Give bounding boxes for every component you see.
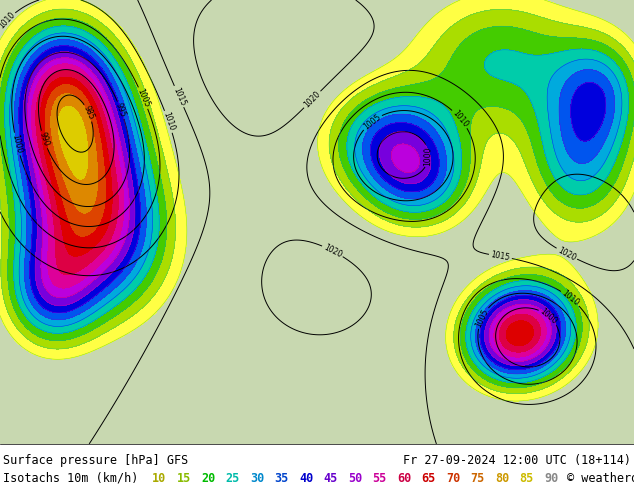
Text: 1015: 1015 — [490, 250, 510, 263]
Text: 35: 35 — [275, 472, 288, 485]
Text: 1000: 1000 — [10, 134, 23, 154]
Text: 985: 985 — [82, 104, 96, 122]
Text: 60: 60 — [397, 472, 411, 485]
Text: 65: 65 — [422, 472, 436, 485]
Text: © weatheronline.co.uk: © weatheronline.co.uk — [567, 472, 634, 485]
Text: 1010: 1010 — [0, 11, 16, 31]
Text: 995: 995 — [114, 102, 127, 119]
Text: 45: 45 — [323, 472, 338, 485]
Text: Surface pressure [hPa] GFS: Surface pressure [hPa] GFS — [3, 454, 188, 467]
Text: 80: 80 — [495, 472, 509, 485]
Text: 25: 25 — [226, 472, 240, 485]
Text: 90: 90 — [544, 472, 559, 485]
Text: 40: 40 — [299, 472, 313, 485]
Text: 1020: 1020 — [556, 245, 578, 262]
Text: 1005: 1005 — [135, 87, 152, 109]
Text: 1000: 1000 — [538, 307, 559, 326]
Text: 1005: 1005 — [474, 307, 490, 328]
Text: 20: 20 — [201, 472, 216, 485]
Text: 1015: 1015 — [171, 86, 187, 107]
Text: 1010: 1010 — [560, 289, 581, 308]
Text: 55: 55 — [373, 472, 387, 485]
Text: 50: 50 — [348, 472, 362, 485]
Text: 70: 70 — [446, 472, 460, 485]
Text: Isotachs 10m (km/h): Isotachs 10m (km/h) — [3, 472, 138, 485]
Text: 85: 85 — [519, 472, 534, 485]
Text: 1020: 1020 — [322, 243, 343, 259]
Text: 990: 990 — [37, 131, 51, 148]
Text: 75: 75 — [470, 472, 485, 485]
Text: 10: 10 — [152, 472, 166, 485]
Text: 15: 15 — [176, 472, 191, 485]
Text: 1010: 1010 — [451, 108, 470, 129]
Text: 1010: 1010 — [161, 111, 176, 132]
Text: 30: 30 — [250, 472, 264, 485]
Text: Fr 27-09-2024 12:00 UTC (18+114): Fr 27-09-2024 12:00 UTC (18+114) — [403, 454, 631, 467]
Text: 1020: 1020 — [302, 90, 322, 109]
Text: 1000: 1000 — [424, 146, 433, 166]
Text: 1005: 1005 — [361, 112, 382, 131]
